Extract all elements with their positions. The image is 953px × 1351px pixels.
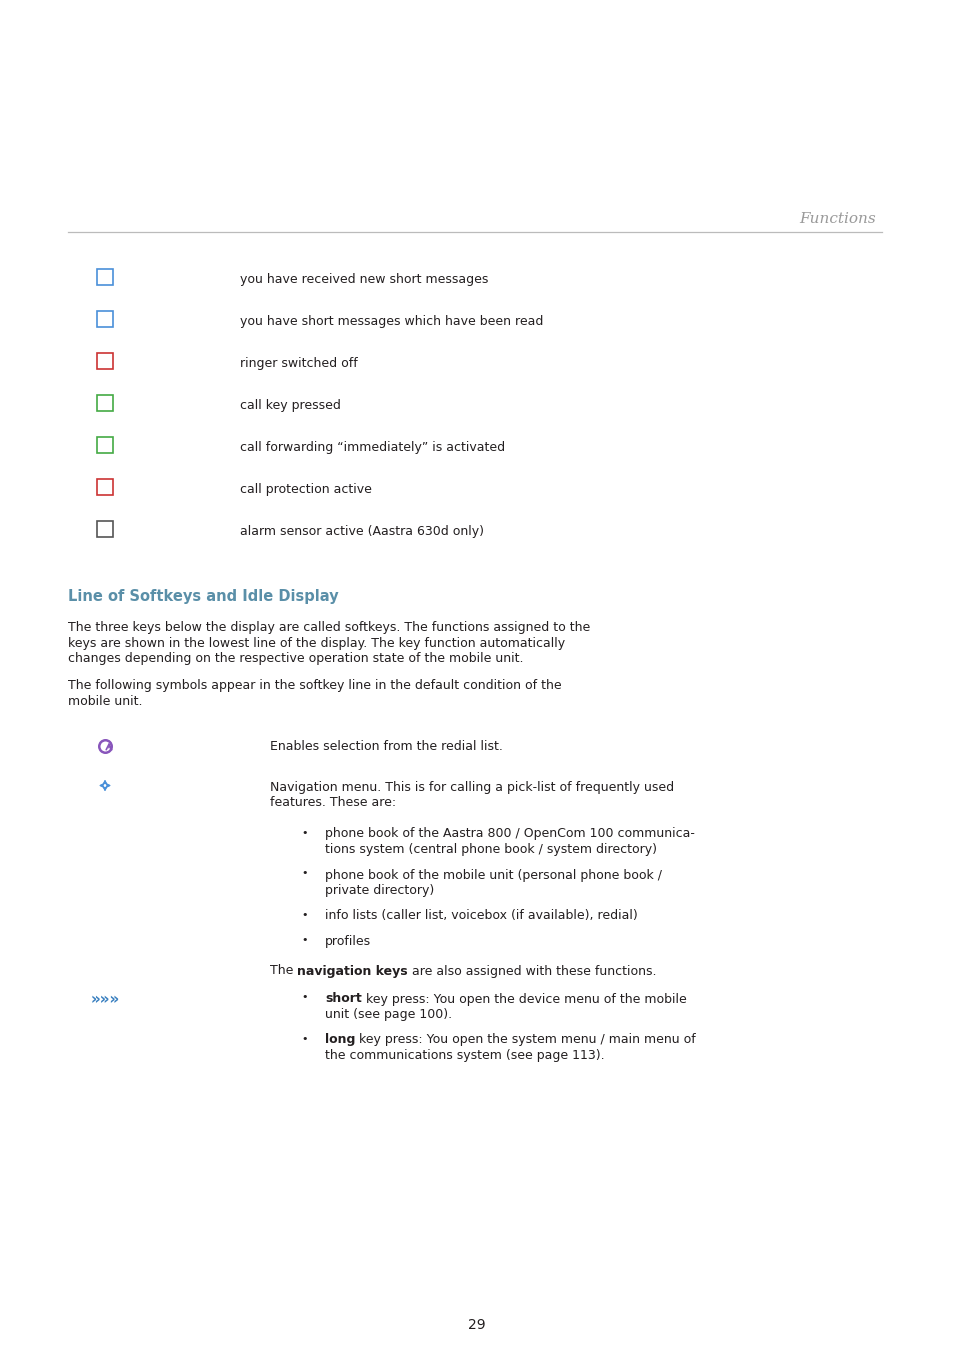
Text: alarm sensor active (Aastra 630d only): alarm sensor active (Aastra 630d only) bbox=[240, 526, 483, 538]
Text: call forwarding “immediately” is activated: call forwarding “immediately” is activat… bbox=[240, 440, 504, 454]
Text: changes depending on the respective operation state of the mobile unit.: changes depending on the respective oper… bbox=[68, 653, 523, 665]
Text: »»»: »»» bbox=[91, 993, 119, 1008]
Text: •: • bbox=[301, 1034, 308, 1043]
Text: unit (see page 100).: unit (see page 100). bbox=[325, 1008, 452, 1021]
Text: profiles: profiles bbox=[325, 935, 371, 948]
Text: •: • bbox=[301, 909, 308, 920]
Text: key press: You open the device menu of the mobile: key press: You open the device menu of t… bbox=[361, 993, 686, 1005]
Text: key press: You open the system menu / main menu of: key press: You open the system menu / ma… bbox=[355, 1034, 696, 1047]
Text: call protection active: call protection active bbox=[240, 484, 372, 496]
Text: ringer switched off: ringer switched off bbox=[240, 357, 357, 370]
Text: •: • bbox=[301, 828, 308, 838]
Text: •: • bbox=[301, 935, 308, 944]
Text: you have short messages which have been read: you have short messages which have been … bbox=[240, 315, 543, 328]
Text: short: short bbox=[325, 993, 361, 1005]
Text: tions system (central phone book / system directory): tions system (central phone book / syste… bbox=[325, 843, 657, 857]
Text: The following symbols appear in the softkey line in the default condition of the: The following symbols appear in the soft… bbox=[68, 680, 561, 693]
Text: private directory): private directory) bbox=[325, 884, 434, 897]
Text: •: • bbox=[301, 993, 308, 1002]
Text: 29: 29 bbox=[468, 1319, 485, 1332]
Text: features. These are:: features. These are: bbox=[270, 796, 395, 809]
Text: navigation keys: navigation keys bbox=[297, 965, 408, 978]
Text: are also assigned with these functions.: are also assigned with these functions. bbox=[408, 965, 656, 978]
Text: Navigation menu. This is for calling a pick-list of frequently used: Navigation menu. This is for calling a p… bbox=[270, 781, 674, 793]
Text: The: The bbox=[270, 965, 297, 978]
Text: info lists (caller list, voicebox (if available), redial): info lists (caller list, voicebox (if av… bbox=[325, 909, 638, 923]
Text: phone book of the mobile unit (personal phone book /: phone book of the mobile unit (personal … bbox=[325, 869, 661, 881]
Text: The three keys below the display are called softkeys. The functions assigned to : The three keys below the display are cal… bbox=[68, 621, 590, 634]
Text: Enables selection from the redial list.: Enables selection from the redial list. bbox=[270, 740, 502, 754]
Text: Line of Softkeys and Idle Display: Line of Softkeys and Idle Display bbox=[68, 589, 338, 604]
Text: call key pressed: call key pressed bbox=[240, 399, 340, 412]
Text: you have received new short messages: you have received new short messages bbox=[240, 273, 488, 286]
Text: mobile unit.: mobile unit. bbox=[68, 694, 142, 708]
Text: the communications system (see page 113).: the communications system (see page 113)… bbox=[325, 1048, 604, 1062]
Text: phone book of the Aastra 800 / OpenCom 100 communica-: phone book of the Aastra 800 / OpenCom 1… bbox=[325, 828, 694, 840]
Text: long: long bbox=[325, 1034, 355, 1047]
Text: •: • bbox=[301, 869, 308, 878]
Text: keys are shown in the lowest line of the display. The key function automatically: keys are shown in the lowest line of the… bbox=[68, 636, 564, 650]
Text: Functions: Functions bbox=[799, 212, 875, 226]
